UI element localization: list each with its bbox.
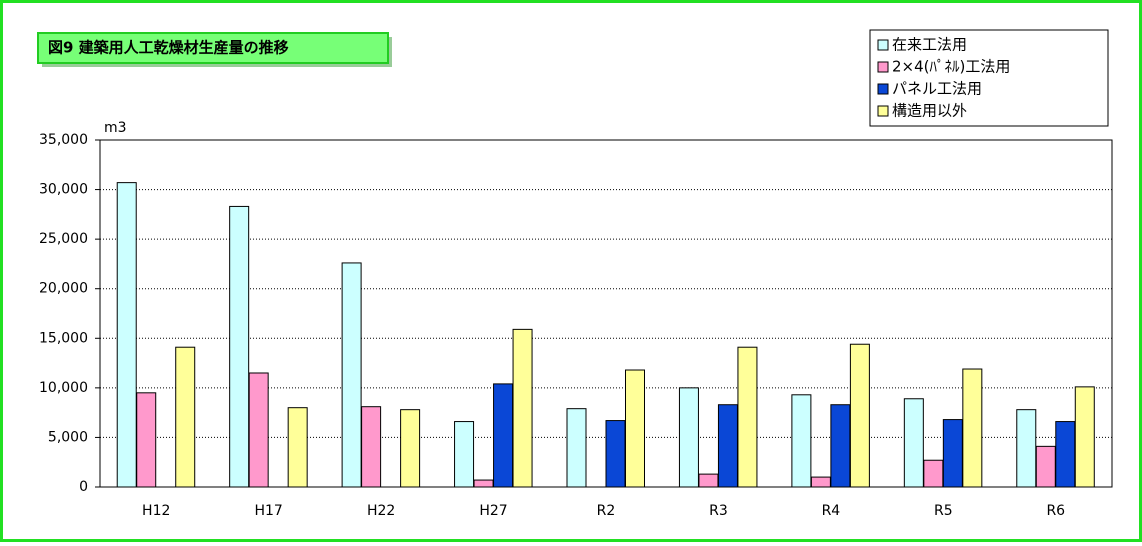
- x-tick-label: R3: [709, 503, 728, 519]
- legend-box: [869, 29, 1109, 127]
- legend-label: 構造用以外: [892, 102, 967, 120]
- x-tick-label: R2: [597, 503, 616, 519]
- bar: [849, 343, 870, 488]
- bar: [248, 372, 269, 488]
- y-tick-label: 25,000: [39, 231, 88, 247]
- y-tick-label: 30,000: [39, 182, 88, 198]
- title-box: [37, 32, 389, 64]
- bar: [229, 205, 250, 488]
- bar: [625, 369, 645, 488]
- bar: [810, 476, 831, 488]
- y-tick-label: 15,000: [39, 330, 88, 346]
- legend-swatch: [877, 61, 889, 73]
- bar: [400, 409, 421, 488]
- legend-label: 在来工法用: [892, 36, 967, 54]
- bar: [341, 262, 362, 488]
- bar: [175, 346, 196, 488]
- bar: [923, 459, 944, 488]
- legend-swatch: [877, 105, 889, 117]
- bar: [1055, 421, 1076, 488]
- bar: [1035, 445, 1056, 488]
- legend-swatch: [877, 83, 889, 95]
- y-tick-label: 0: [79, 479, 88, 495]
- chart-title: 図9 建築用人工乾燥材生産量の推移: [48, 39, 289, 57]
- bar: [566, 408, 587, 488]
- bar: [942, 419, 963, 488]
- bar: [454, 421, 475, 488]
- bar: [678, 387, 699, 488]
- bar: [1016, 409, 1037, 488]
- legend-swatch: [877, 39, 889, 51]
- bar: [903, 398, 924, 488]
- y-tick-label: 35,000: [39, 132, 88, 148]
- bar: [830, 404, 851, 488]
- x-tick-label: R5: [934, 503, 953, 519]
- bar: [287, 407, 308, 488]
- bar: [791, 394, 812, 488]
- bar: [512, 328, 533, 488]
- y-tick-label: 5,000: [48, 429, 88, 445]
- x-tick-label: R6: [1046, 503, 1065, 519]
- bar: [737, 346, 758, 488]
- bar: [962, 368, 983, 488]
- x-tick-label: H17: [254, 503, 282, 519]
- legend-label: パネル工法用: [892, 80, 982, 98]
- x-tick-label: H22: [367, 503, 395, 519]
- legend-label: 2×4(ﾊﾟﾈﾙ)工法用: [892, 58, 1010, 76]
- bar: [136, 392, 157, 488]
- bar: [698, 473, 719, 488]
- x-tick-label: R4: [822, 503, 841, 519]
- y-unit: m3: [104, 120, 127, 136]
- x-tick-label: H12: [142, 503, 170, 519]
- y-tick-label: 10,000: [39, 380, 88, 396]
- y-tick-label: 20,000: [39, 281, 88, 297]
- bar: [116, 182, 137, 488]
- bar: [605, 420, 626, 488]
- bar: [493, 383, 514, 488]
- x-tick-label: H27: [479, 503, 507, 519]
- bar: [717, 404, 738, 488]
- bar: [1074, 386, 1095, 488]
- bar: [361, 406, 382, 488]
- bar: [473, 479, 494, 488]
